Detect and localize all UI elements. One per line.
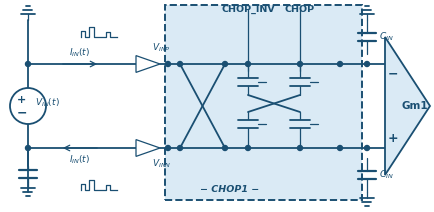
Text: $C_{IN}$: $C_{IN}$ (378, 31, 393, 43)
Text: − CHOP1 −: − CHOP1 − (200, 185, 259, 194)
Circle shape (10, 88, 46, 124)
Circle shape (337, 145, 342, 151)
Circle shape (364, 61, 368, 67)
Circle shape (165, 145, 170, 151)
Circle shape (222, 61, 227, 67)
Text: $I_{IN}(t)$: $I_{IN}(t)$ (69, 153, 90, 166)
Text: $C_{IN}$: $C_{IN}$ (378, 169, 393, 181)
Polygon shape (136, 56, 160, 73)
Circle shape (364, 145, 368, 151)
Circle shape (177, 61, 182, 67)
Circle shape (165, 61, 170, 67)
Circle shape (245, 145, 250, 151)
Circle shape (297, 145, 302, 151)
Text: $V_{INP}$: $V_{INP}$ (151, 42, 170, 54)
Circle shape (337, 61, 342, 67)
Circle shape (26, 61, 30, 67)
Polygon shape (384, 37, 429, 175)
Text: +: + (387, 131, 398, 145)
Circle shape (245, 61, 250, 67)
Polygon shape (136, 139, 160, 156)
Circle shape (297, 61, 302, 67)
Text: CHOP_INV: CHOP_INV (220, 5, 274, 14)
Text: $I_{IN}(t)$: $I_{IN}(t)$ (69, 46, 90, 59)
Text: +: + (17, 95, 26, 105)
Text: $V_{INN}$: $V_{INN}$ (151, 158, 171, 170)
Text: CHOP: CHOP (284, 5, 314, 14)
Text: −: − (387, 67, 398, 81)
Text: −: − (17, 106, 27, 120)
FancyBboxPatch shape (164, 5, 361, 200)
Text: $V_{IN}(t)$: $V_{IN}(t)$ (35, 97, 59, 109)
Circle shape (26, 145, 30, 151)
Text: Gm1: Gm1 (401, 101, 427, 111)
Circle shape (222, 145, 227, 151)
Circle shape (177, 145, 182, 151)
